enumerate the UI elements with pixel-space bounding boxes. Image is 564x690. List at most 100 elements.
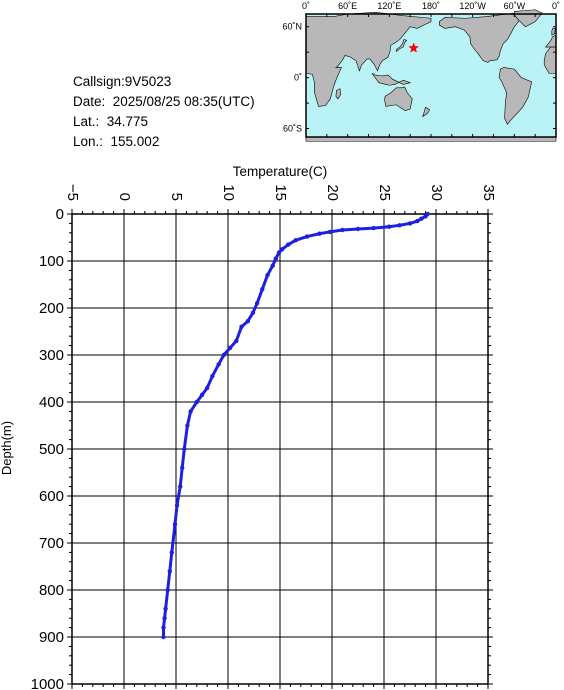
temperature-point <box>185 423 190 428</box>
temperature-profile-line <box>162 212 430 639</box>
temperature-point <box>161 634 166 640</box>
x-tick-label: 0 <box>116 193 133 201</box>
temperature-point <box>407 221 413 226</box>
temperature-point <box>163 606 168 611</box>
temperature-point <box>239 324 244 329</box>
date-text: Date: 2025/08/25 08:35(UTC) <box>73 94 255 109</box>
y-axis-ticks: 0 100 200 300 400 500 600 700 800 900 1000 <box>31 206 493 690</box>
land-west-africa <box>543 46 557 74</box>
station-info: Callsign:9V5023 Date: 2025/08/25 08:35(U… <box>73 72 255 152</box>
temperature-point <box>210 373 215 379</box>
temperature-point <box>423 214 428 219</box>
map-station-marker <box>408 42 420 53</box>
temperature-point <box>178 484 183 489</box>
map-lon-label: 0˚ <box>302 1 310 11</box>
temperature-point <box>260 287 265 292</box>
x-tick-label: 10 <box>220 184 237 201</box>
y-tick-label: 800 <box>39 582 64 599</box>
land-australia <box>384 86 413 112</box>
map-lon-label: 120˚W <box>459 1 486 11</box>
land-uk <box>551 28 556 36</box>
y-tick-label: 200 <box>39 300 64 317</box>
temperature-point <box>387 224 392 229</box>
temperature-point <box>182 446 187 452</box>
x-tick-label: 20 <box>324 184 341 201</box>
temperature-point <box>317 231 322 236</box>
temperature-point <box>161 625 166 630</box>
temperature-point <box>327 229 333 235</box>
temperature-point <box>415 218 420 224</box>
x-tick-label: 30 <box>428 184 445 201</box>
temperature-point <box>165 587 170 593</box>
temperature-point <box>216 362 221 367</box>
temperature-point <box>167 569 172 574</box>
map-frame <box>305 13 557 138</box>
temperature-point <box>194 399 199 405</box>
temperature-point <box>180 465 185 470</box>
temperature-point <box>188 409 193 414</box>
land-madagascar <box>335 88 342 100</box>
map-land <box>305 9 557 142</box>
map-lon-label: 120˚E <box>377 1 401 11</box>
x-tick-label: 15 <box>272 184 289 201</box>
temperature-point <box>205 385 210 391</box>
temperature-point <box>221 352 226 358</box>
temperature-point <box>172 522 178 527</box>
land-eurasia-africa-west <box>305 12 432 107</box>
temperature-point <box>162 616 167 621</box>
y-tick-label: 1000 <box>31 676 64 690</box>
world-map: 0˚ 60˚E 120˚E 180˚ 120˚W 60˚W 0˚ 60˚N 0˚ 60˚S <box>282 1 560 142</box>
map-lat-label: 60˚S <box>283 124 302 134</box>
land-new-zealand <box>422 106 431 118</box>
temperature-series <box>161 211 430 640</box>
x-tick-label: 25 <box>376 184 393 201</box>
chart-grid <box>71 213 489 685</box>
x-tick-label: 35 <box>480 184 497 201</box>
plot-frame <box>71 213 489 685</box>
temperature-point <box>425 211 430 217</box>
land-south-america <box>498 67 533 125</box>
temperature-point <box>245 319 250 324</box>
temperature-point <box>286 242 291 247</box>
temperature-point <box>199 392 205 398</box>
temperature-point <box>254 301 260 306</box>
temperature-point <box>227 345 233 351</box>
map-lon-label: 60˚E <box>338 1 357 11</box>
x-axis-title: Temperature(C) <box>233 164 328 179</box>
x-tick-label: 5 <box>168 193 185 201</box>
temperature-point <box>276 250 282 255</box>
temperature-point <box>270 263 275 268</box>
temperature-point <box>279 247 285 252</box>
map-lon-label: 0˚ <box>552 1 560 11</box>
y-tick-label: 700 <box>39 535 64 552</box>
station-star-icon <box>408 42 420 53</box>
map-lon-label: 60˚W <box>504 1 526 11</box>
y-tick-label: 100 <box>39 253 64 270</box>
y-tick-label: 600 <box>39 488 64 505</box>
temperature-point <box>293 238 298 243</box>
y-tick-label: 300 <box>39 347 64 364</box>
x-tick-label: −5 <box>64 184 81 201</box>
temperature-point <box>265 272 270 278</box>
temperature-point <box>174 503 180 508</box>
y-tick-label: 0 <box>56 206 64 223</box>
y-tick-label: 400 <box>39 394 64 411</box>
temperature-point <box>234 338 239 344</box>
y-tick-label: 500 <box>39 441 64 458</box>
y-tick-label: 900 <box>39 629 64 646</box>
land-japan <box>395 39 408 53</box>
y-axis-title: Depth(m) <box>0 421 14 475</box>
longitude-text: Lon.: 155.002 <box>73 134 160 149</box>
temperature-point <box>419 216 424 221</box>
temperature-point <box>304 234 310 239</box>
temperature-point <box>355 226 361 232</box>
map-lat-label: 60˚N <box>282 22 302 32</box>
temperature-point <box>273 256 278 261</box>
temperature-point <box>250 310 256 315</box>
temperature-point <box>371 225 376 231</box>
map-lon-label: 180˚ <box>422 1 440 11</box>
latitude-text: Lat.: 34.775 <box>73 114 149 129</box>
land-indonesia <box>371 73 412 86</box>
temperature-point <box>397 223 402 228</box>
temperature-point <box>169 550 174 555</box>
